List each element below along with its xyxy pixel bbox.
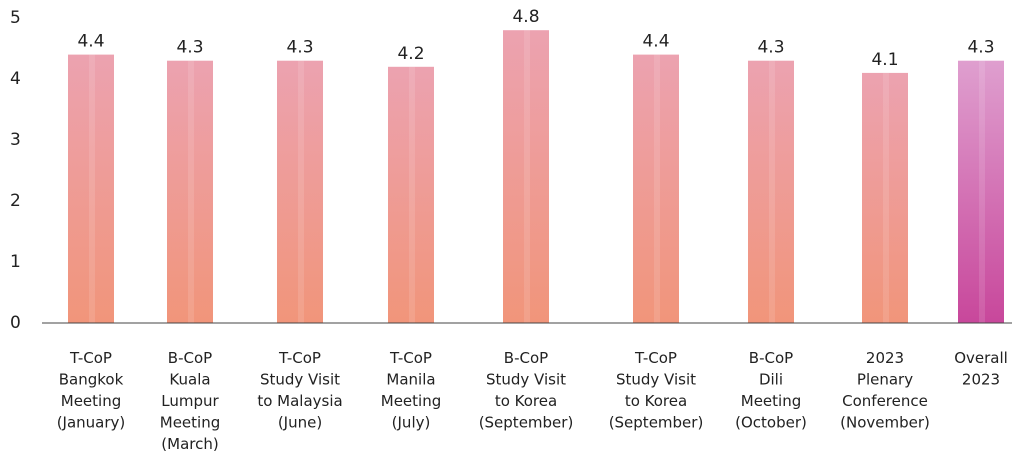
y-tick-label: 4 (10, 69, 21, 89)
x-tick-label-line: Meeting (61, 392, 121, 410)
x-tick-label-line: Meeting (741, 392, 801, 410)
bar-highlight (298, 60, 304, 323)
x-tick-label-line: 2023 (866, 349, 904, 367)
y-tick-label: 1 (10, 252, 21, 272)
x-tick-label-line: Study Visit (260, 370, 340, 388)
bar (167, 60, 213, 323)
x-tick-label-line: (November) (840, 413, 930, 431)
value-label: 4.3 (757, 38, 784, 58)
value-label: 4.3 (967, 38, 994, 58)
bar-highlight (979, 60, 985, 323)
x-tick-label-line: Overall (954, 349, 1008, 367)
bar (748, 60, 794, 323)
bar-highlight (769, 60, 775, 323)
bar (388, 66, 434, 324)
y-tick-label: 3 (10, 130, 21, 150)
x-tick-label-line: (June) (278, 413, 322, 431)
x-tick-label-line: T-CoP (278, 349, 321, 367)
x-tick-label-line: to Malaysia (257, 392, 342, 410)
bar-highlight (883, 72, 889, 324)
value-label: 4.3 (176, 38, 203, 58)
x-tick-label-line: Meeting (381, 392, 441, 410)
x-tick-label: T-CoP Study Visit to Malaysia (June) (257, 349, 342, 432)
x-tick-label-line: B-CoP (504, 349, 548, 367)
x-tick-label-line: B-CoP (168, 349, 212, 367)
bar (503, 30, 549, 323)
x-tick-label: T-CoP Bangkok Meeting (January) (57, 349, 126, 432)
bar (633, 54, 679, 323)
x-tick-label-line: B-CoP (749, 349, 793, 367)
x-tick-label-line: Dili (759, 370, 783, 388)
y-tick-label: 0 (10, 313, 21, 333)
value-label: 4.4 (77, 32, 104, 52)
x-tick-label: B-CoP Dili Meeting (October) (735, 349, 807, 432)
x-tick-label: T-CoP Manila Meeting (July) (381, 349, 441, 432)
value-label: 4.2 (397, 44, 424, 64)
x-tick-label-line: Plenary (857, 370, 913, 388)
x-tick-label-line: Conference (842, 392, 928, 410)
x-tick-label-line: T-CoP (69, 349, 112, 367)
bar (68, 54, 114, 323)
value-label: 4.3 (286, 38, 313, 58)
value-label: 4.4 (642, 32, 669, 52)
x-tick-label-line: T-CoP (389, 349, 432, 367)
bar (958, 60, 1004, 323)
bar-highlight (409, 66, 415, 324)
x-tick-label: Overall 2023 (954, 349, 1008, 389)
y-tick-label: 2 (10, 191, 21, 211)
x-tick-label-line: (October) (735, 413, 807, 431)
x-tick-label-line: (September) (609, 413, 704, 431)
bar-highlight (188, 60, 194, 323)
bar-highlight (89, 54, 95, 323)
x-tick-label: 2023 Plenary Conference (November) (840, 349, 930, 432)
x-tick-label-line: (July) (392, 413, 431, 431)
bar-highlight (654, 54, 660, 323)
bar-highlight (524, 30, 530, 323)
x-tick-label: B-CoP Kuala Lumpur Meeting (March) (160, 349, 220, 453)
x-tick-label: T-CoP Study Visit to Korea (September) (609, 349, 704, 432)
value-label: 4.1 (871, 50, 898, 70)
x-tick-label-line: Lumpur (161, 392, 219, 410)
x-tick-label-line: Study Visit (486, 370, 566, 388)
x-tick-label-line: Study Visit (616, 370, 696, 388)
y-tick-label: 5 (10, 8, 21, 28)
x-tick-label-line: (January) (57, 413, 126, 431)
x-tick-label-line: (March) (161, 435, 218, 453)
x-tick-label-line: Bangkok (59, 370, 124, 388)
value-label: 4.8 (512, 7, 539, 27)
x-tick-label-line: Kuala (169, 370, 210, 388)
x-tick-label-line: Manila (386, 370, 435, 388)
x-tick-label-line: to Korea (495, 392, 557, 410)
x-tick-label: B-CoP Study Visit to Korea (September) (479, 349, 574, 432)
bar (862, 72, 908, 324)
x-tick-label-line: Meeting (160, 413, 220, 431)
x-tick-label-line: (September) (479, 413, 574, 431)
x-tick-label-line: to Korea (625, 392, 687, 410)
x-tick-label-line: T-CoP (634, 349, 677, 367)
x-tick-label-line: 2023 (962, 370, 1000, 388)
bar (277, 60, 323, 323)
